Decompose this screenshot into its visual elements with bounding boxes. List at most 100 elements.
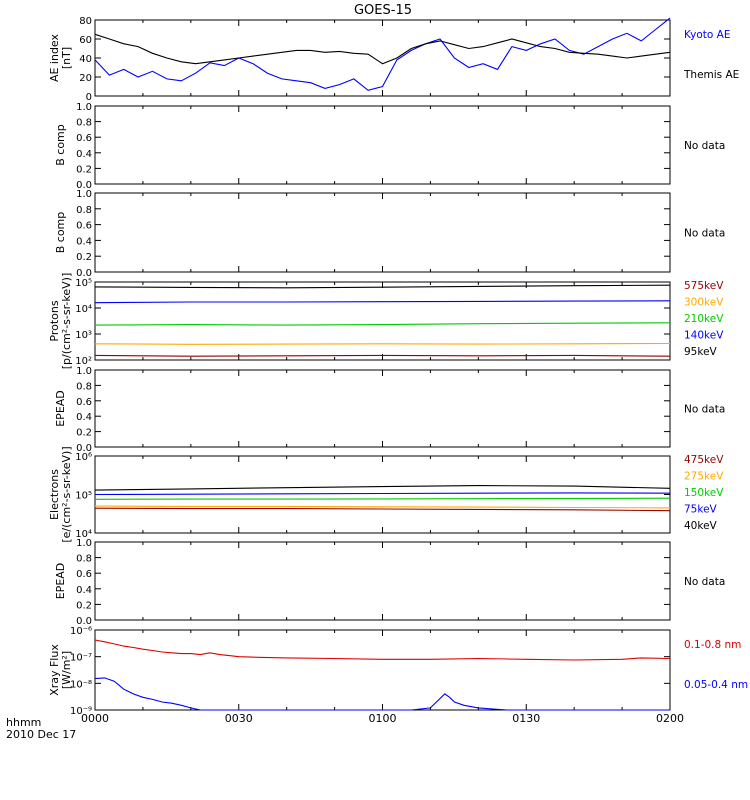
y-tick-label: 0.4 (76, 236, 92, 247)
y-axis-label: Xray Flux (48, 644, 61, 696)
y-tick-label: 0.6 (76, 221, 92, 232)
legend-label: 210keV (684, 313, 724, 325)
legend-label: 95keV (684, 346, 718, 358)
x-tick-label: 0200 (656, 712, 684, 725)
series-line-300kev (94, 342, 671, 345)
panel-frame (94, 369, 671, 448)
panel-frame (94, 629, 671, 711)
no-data-label: No data (684, 404, 725, 416)
y-tick-label: 10⁻⁶ (70, 626, 92, 637)
y-tick-label: 10⁵ (75, 278, 92, 289)
y-tick-label: 0.8 (76, 205, 92, 216)
y-tick-label: 80 (79, 16, 92, 27)
panel-bcomp2: 0.0 0.2 0.4 0.6 0.8 1.0 B comp No data (54, 189, 725, 279)
legend-label: Kyoto AE (684, 29, 730, 41)
legend-label: 0.1-0.8 nm (684, 639, 741, 651)
y-tick-label: 10³ (75, 330, 92, 341)
x-tick-label: 0130 (512, 712, 540, 725)
series-line-kyoto-ae (94, 17, 671, 91)
y-tick-label: 10⁻⁷ (70, 653, 92, 664)
series-line-475kev (94, 507, 671, 512)
y-axis-label: B comp (54, 124, 67, 166)
series-line-75kev (94, 492, 671, 496)
legend-label: 40keV (684, 520, 718, 532)
legend-label: Themis AE (683, 69, 739, 81)
y-axis-label: Protons (48, 300, 61, 341)
no-data-label: No data (684, 576, 725, 588)
y-tick-label: 0.4 (76, 585, 92, 596)
series-line-40kev (94, 485, 671, 491)
panel-ae: 0 20 40 60 80 AE index [nT] Kyoto AE Themis AE (48, 16, 739, 103)
y-tick-label: 10⁶ (75, 452, 92, 463)
y-tick-label: 0 (86, 92, 92, 103)
y-tick-label: 0.2 (76, 164, 92, 175)
y-tick-label: 1.0 (76, 189, 92, 200)
legend-label: 475keV (684, 454, 724, 466)
series-line-150kev (94, 497, 671, 500)
y-tick-label: 1.0 (76, 366, 92, 377)
legend-label: 150keV (684, 487, 724, 499)
panel-stack: 0 20 40 60 80 AE index [nT] Kyoto AE Themis AE 0.… (48, 16, 748, 717)
y-tick-label: 1.0 (76, 102, 92, 113)
y-tick-label: 60 (79, 35, 92, 46)
y-tick-label: 10⁴ (75, 529, 92, 540)
y-tick-label: 0.2 (76, 252, 92, 263)
y-tick-label: 0.4 (76, 412, 92, 423)
x-tick-label: 0100 (369, 712, 397, 725)
y-axis-label: Electrons (48, 469, 61, 520)
y-axis-label: [W/m²] (60, 651, 73, 689)
plot-title: GOES-15 (354, 3, 412, 18)
legend-label: 575keV (684, 280, 724, 292)
y-axis-label: [e/(cm²-s-sr-keV)] (60, 446, 73, 542)
panel-epead1: 0.0 0.2 0.4 0.6 0.8 1.0 EPEAD No data (54, 366, 725, 454)
y-tick-label: 0.0 (76, 616, 92, 627)
y-tick-label: 0.8 (76, 554, 92, 565)
y-tick-label: 10² (75, 356, 92, 367)
panel-epead2: 0.0 0.2 0.4 0.6 0.8 1.0 EPEAD No data (54, 538, 725, 627)
panel-bcomp1: 0.0 0.2 0.4 0.6 0.8 1.0 B comp No data (54, 102, 725, 191)
legend-label: 300keV (684, 297, 724, 309)
series-line-95kev (94, 284, 671, 289)
y-axis-label: AE index (48, 33, 61, 82)
legend-label: 0.05-0.4 nm (684, 679, 748, 691)
legend-label: 275keV (684, 471, 724, 483)
panel-frame (94, 105, 671, 185)
y-tick-label: 40 (79, 54, 92, 65)
y-tick-label: 10⁵ (75, 491, 92, 502)
y-tick-label: 1.0 (76, 538, 92, 549)
y-tick-label: 0.2 (76, 600, 92, 611)
no-data-label: No data (684, 228, 725, 240)
series-line-140kev (94, 300, 671, 304)
panel-electrons: 10⁴ 10⁵ 10⁶ Electrons [e/(cm²-s-sr-keV)] 475k… (48, 446, 724, 542)
panel-frame (94, 19, 671, 97)
y-tick-label: 0.0 (76, 180, 92, 191)
y-axis-label: EPEAD (54, 390, 67, 427)
panel-frame (94, 281, 671, 361)
series-line-0-1-0-8-nm (94, 639, 671, 661)
panel-frame (94, 541, 671, 621)
y-tick-label: 0.6 (76, 133, 92, 144)
panel-xray: 10⁻⁹ 10⁻⁸ 10⁻⁷ 10⁻⁶ Xray Flux [W/m²] 0.1-0.8 n… (48, 626, 748, 717)
legend-label: 75keV (684, 504, 718, 516)
series-line-210kev (94, 322, 671, 326)
y-tick-label: 0.8 (76, 381, 92, 392)
panel-frame (94, 192, 671, 273)
y-tick-label: 0.6 (76, 397, 92, 408)
y-axis-label: EPEAD (54, 563, 67, 600)
y-tick-label: 0.0 (76, 443, 92, 454)
y-axis-label: B comp (54, 212, 67, 254)
series-line-0-05-0-4-nm (94, 677, 670, 711)
series-line-themis-ae (94, 33, 671, 65)
y-tick-label: 0.6 (76, 569, 92, 580)
series-line-275kev (94, 505, 671, 509)
y-tick-label: 0.8 (76, 118, 92, 129)
y-axis-label: [nT] (60, 47, 73, 69)
y-axis-label: [p/(cm²-s-sr-keV)] (60, 273, 73, 370)
panel-protons: 10² 10³ 10⁴ 10⁵ Protons [p/(cm²-s-sr-keV)] 575… (48, 273, 724, 370)
time-axis-label-date: 2010 Dec 17 (6, 728, 76, 741)
y-tick-label: 10⁴ (75, 304, 92, 315)
y-tick-label: 20 (79, 73, 92, 84)
legend-label: 140keV (684, 330, 724, 342)
y-tick-label: 0.4 (76, 149, 92, 160)
